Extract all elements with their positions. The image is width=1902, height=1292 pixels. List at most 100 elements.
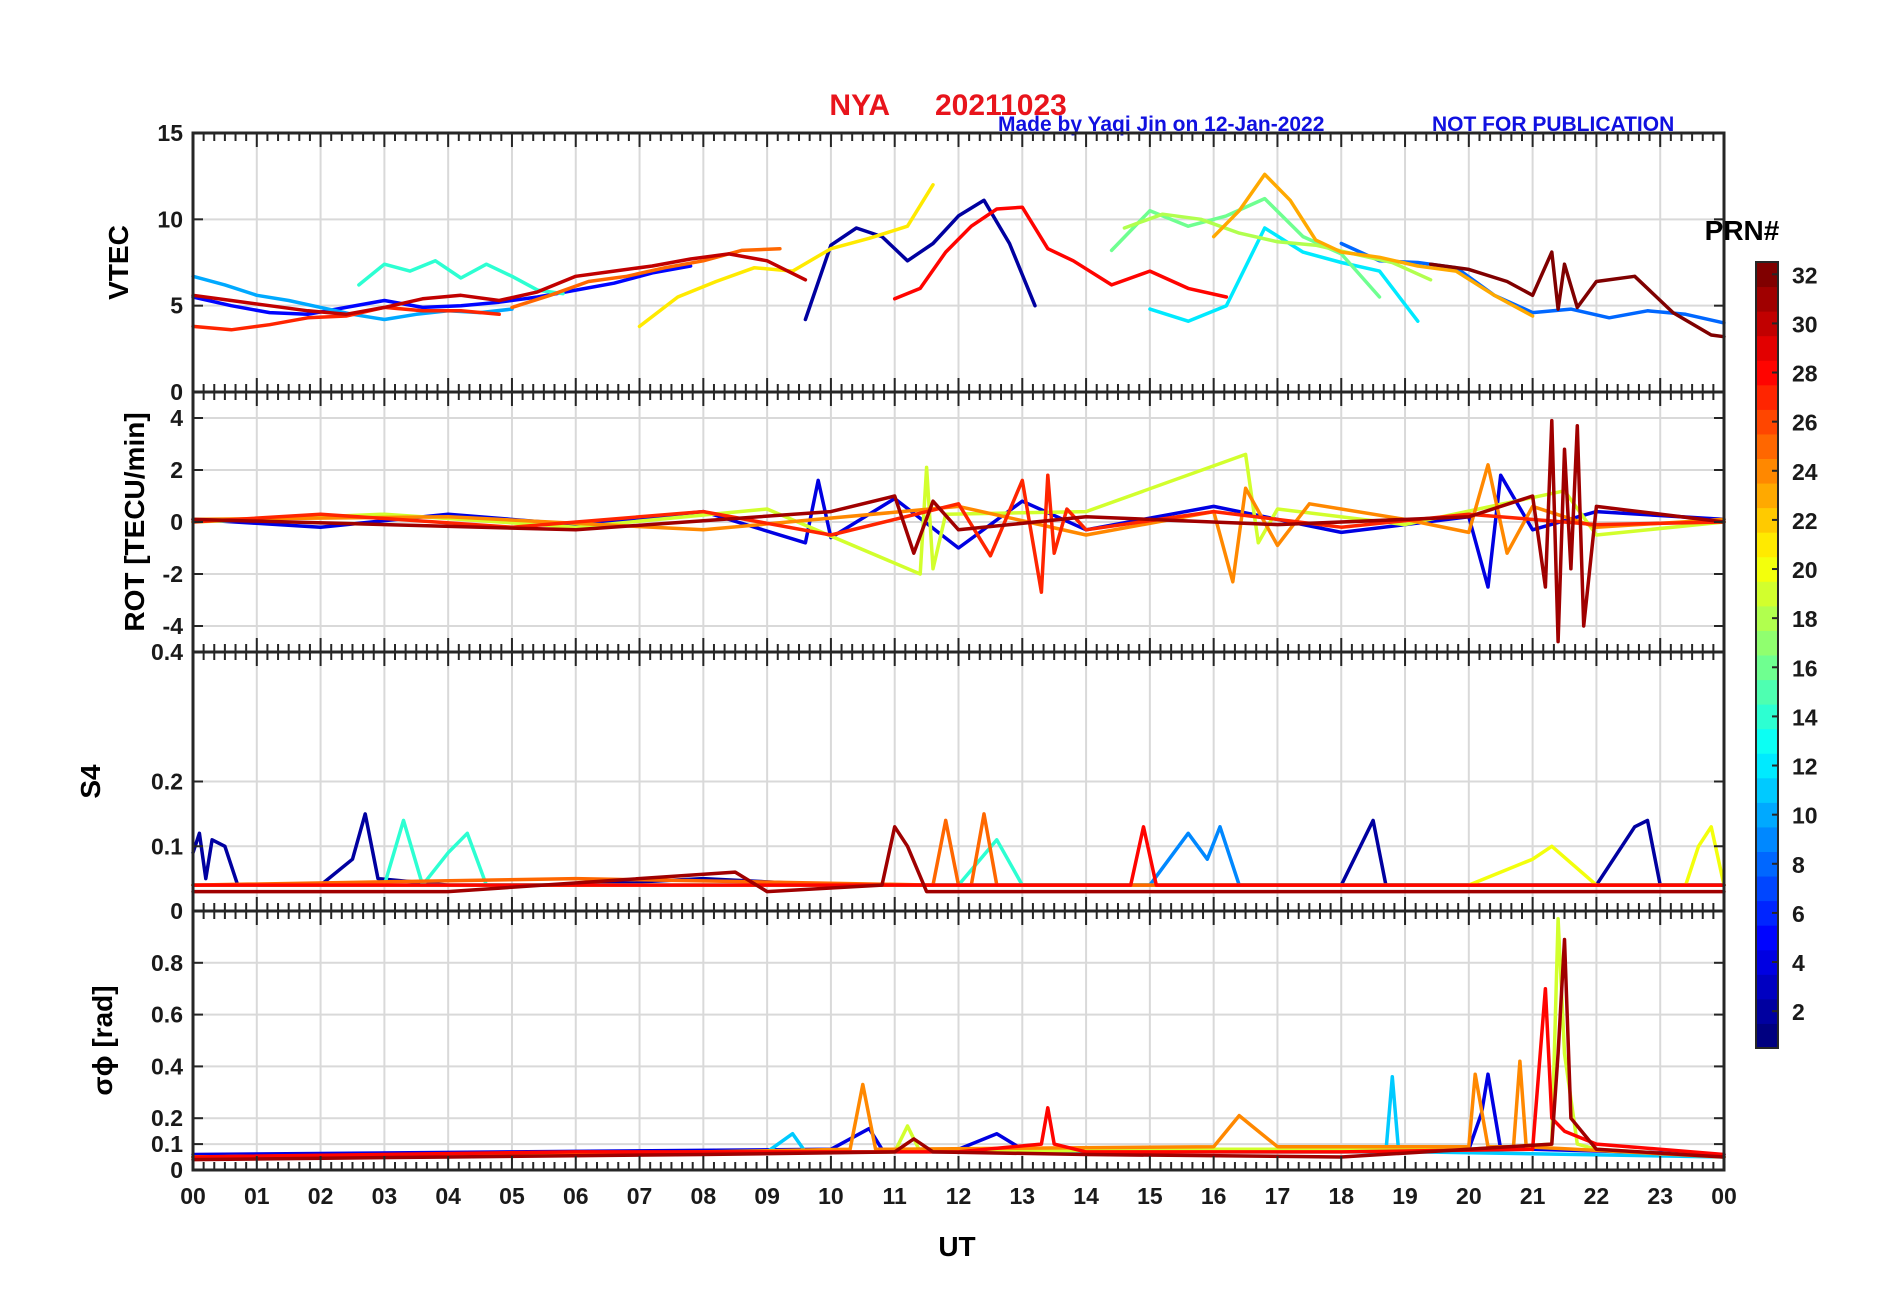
notice-text: NOT FOR PUBLICATION: [1432, 113, 1674, 136]
colorbar-segment: [1756, 851, 1778, 877]
x-tick-label: 18: [1328, 1183, 1354, 1209]
y-tick-label: -2: [163, 561, 183, 587]
x-tick-label: 15: [1137, 1183, 1163, 1209]
colorbar-segment: [1756, 655, 1778, 681]
y-tick-label: 4: [170, 405, 183, 431]
series-line-prn-5: [191, 264, 693, 317]
colorbar-segment: [1756, 630, 1778, 656]
x-tick-label: 13: [1009, 1183, 1035, 1209]
y-tick-label: 0.6: [151, 1002, 183, 1028]
colorbar-segment: [1756, 753, 1778, 779]
x-tick-label: 05: [499, 1183, 525, 1209]
series-line-prn-28: [892, 205, 1229, 301]
x-axis-label: UT: [938, 1231, 975, 1262]
x-tick-label: 08: [691, 1183, 717, 1209]
y-axis-label: ROT [TECU/min]: [119, 412, 150, 631]
series-line-prn-24: [191, 1059, 1726, 1159]
colorbar-segment: [1756, 679, 1778, 705]
y-axis-label: VTEC: [103, 225, 134, 300]
y-tick-label: 0: [170, 379, 183, 405]
colorbar-segment: [1756, 998, 1778, 1024]
series-line-prn-2: [803, 198, 1037, 322]
x-tick-label: 11: [883, 1183, 908, 1209]
y-tick-label: 5: [170, 293, 183, 319]
series-line-prn-4: [191, 473, 1726, 589]
y-tick-label: 15: [157, 120, 183, 146]
y-tick-label: 0.8: [151, 950, 183, 976]
series-line-prn-12: [1148, 226, 1420, 323]
series-line-prn-31: [191, 825, 1726, 894]
colorbar-segment: [1756, 704, 1778, 730]
series-line-prn-21: [637, 183, 935, 329]
colorbar-segment: [1756, 458, 1778, 484]
colorbar-segment: [1756, 802, 1778, 828]
colorbar-tick-label: 20: [1792, 557, 1818, 583]
colorbar-segment: [1756, 1023, 1778, 1049]
x-tick-label: 00: [180, 1183, 206, 1209]
colorbar-segment: [1756, 335, 1778, 361]
colorbar-segment: [1756, 262, 1778, 288]
colorbar-segment: [1756, 409, 1778, 435]
colorbar-segment: [1756, 925, 1778, 951]
colorbar-segment: [1756, 532, 1778, 558]
colorbar-tick-label: 6: [1792, 901, 1805, 927]
x-tick-label: 02: [308, 1183, 334, 1209]
y-tick-label: 0: [170, 509, 183, 535]
colorbar-segment: [1756, 605, 1778, 631]
x-tick-label: 03: [372, 1183, 398, 1209]
x-tick-label: 22: [1584, 1183, 1610, 1209]
colorbar-tick-label: 32: [1792, 262, 1818, 288]
series-line-prn-30: [191, 252, 808, 317]
series-line-prn-23: [1211, 172, 1535, 318]
x-tick-label: 04: [435, 1183, 461, 1209]
y-tick-label: 0.1: [151, 1131, 183, 1157]
colorbar-tick-label: 24: [1792, 459, 1818, 485]
series-line-prn-25: [510, 246, 782, 310]
colorbar-segment: [1756, 360, 1778, 386]
colorbar-tick-label: 4: [1792, 950, 1805, 976]
series-line-prn-24: [191, 463, 1726, 584]
colorbar-segment: [1756, 876, 1778, 902]
colorbar-segment: [1756, 556, 1778, 582]
colorbar-label: PRN#: [1705, 215, 1780, 246]
colorbar-segment: [1756, 581, 1778, 607]
colorbar-segment: [1756, 311, 1778, 337]
title-date: 20211023: [935, 89, 1067, 122]
y-tick-label: 0: [170, 1157, 183, 1183]
x-tick-label: 23: [1647, 1183, 1673, 1209]
x-tick-label: 17: [1265, 1183, 1291, 1209]
colorbar-segment: [1756, 777, 1778, 803]
colorbar-tick-label: 26: [1792, 410, 1818, 436]
colorbar-tick-label: 12: [1792, 754, 1818, 780]
y-tick-label: -4: [163, 613, 184, 639]
series-line-prn-31: [191, 418, 1726, 644]
x-tick-label: 16: [1201, 1183, 1227, 1209]
colorbar-segment: [1756, 433, 1778, 459]
x-tick-label: 20: [1456, 1183, 1482, 1209]
y-tick-label: 0.4: [151, 639, 183, 665]
x-tick-label: 21: [1520, 1183, 1546, 1209]
series-line-prn-28: [191, 986, 1726, 1159]
y-axis-label: S4: [75, 764, 106, 799]
panel-vtec: 0 5 10 15 VTEC: [103, 120, 1726, 405]
y-tick-label: 0.2: [151, 769, 183, 795]
colorbar-tick-label: 8: [1792, 852, 1805, 878]
series-line-prn-19: [191, 452, 1726, 576]
colorbar-segment: [1756, 826, 1778, 852]
x-tick-label: 19: [1392, 1183, 1418, 1209]
y-tick-label: 10: [157, 206, 183, 232]
colorbar-tick-label: 16: [1792, 655, 1818, 681]
series-line-prn-14: [357, 259, 565, 296]
y-tick-label: 0.2: [151, 1105, 183, 1131]
x-tick-label: 09: [754, 1183, 780, 1209]
series-line-prn-27: [191, 305, 501, 332]
series-line-prn-18: [1122, 212, 1433, 282]
y-tick-label: 0.1: [151, 833, 183, 859]
colorbar-segment: [1756, 384, 1778, 410]
colorbar-tick-label: 22: [1792, 508, 1818, 534]
colorbar-tick-label: 14: [1792, 704, 1818, 730]
colorbar-segment: [1756, 507, 1778, 533]
colorbar-segment: [1756, 483, 1778, 509]
